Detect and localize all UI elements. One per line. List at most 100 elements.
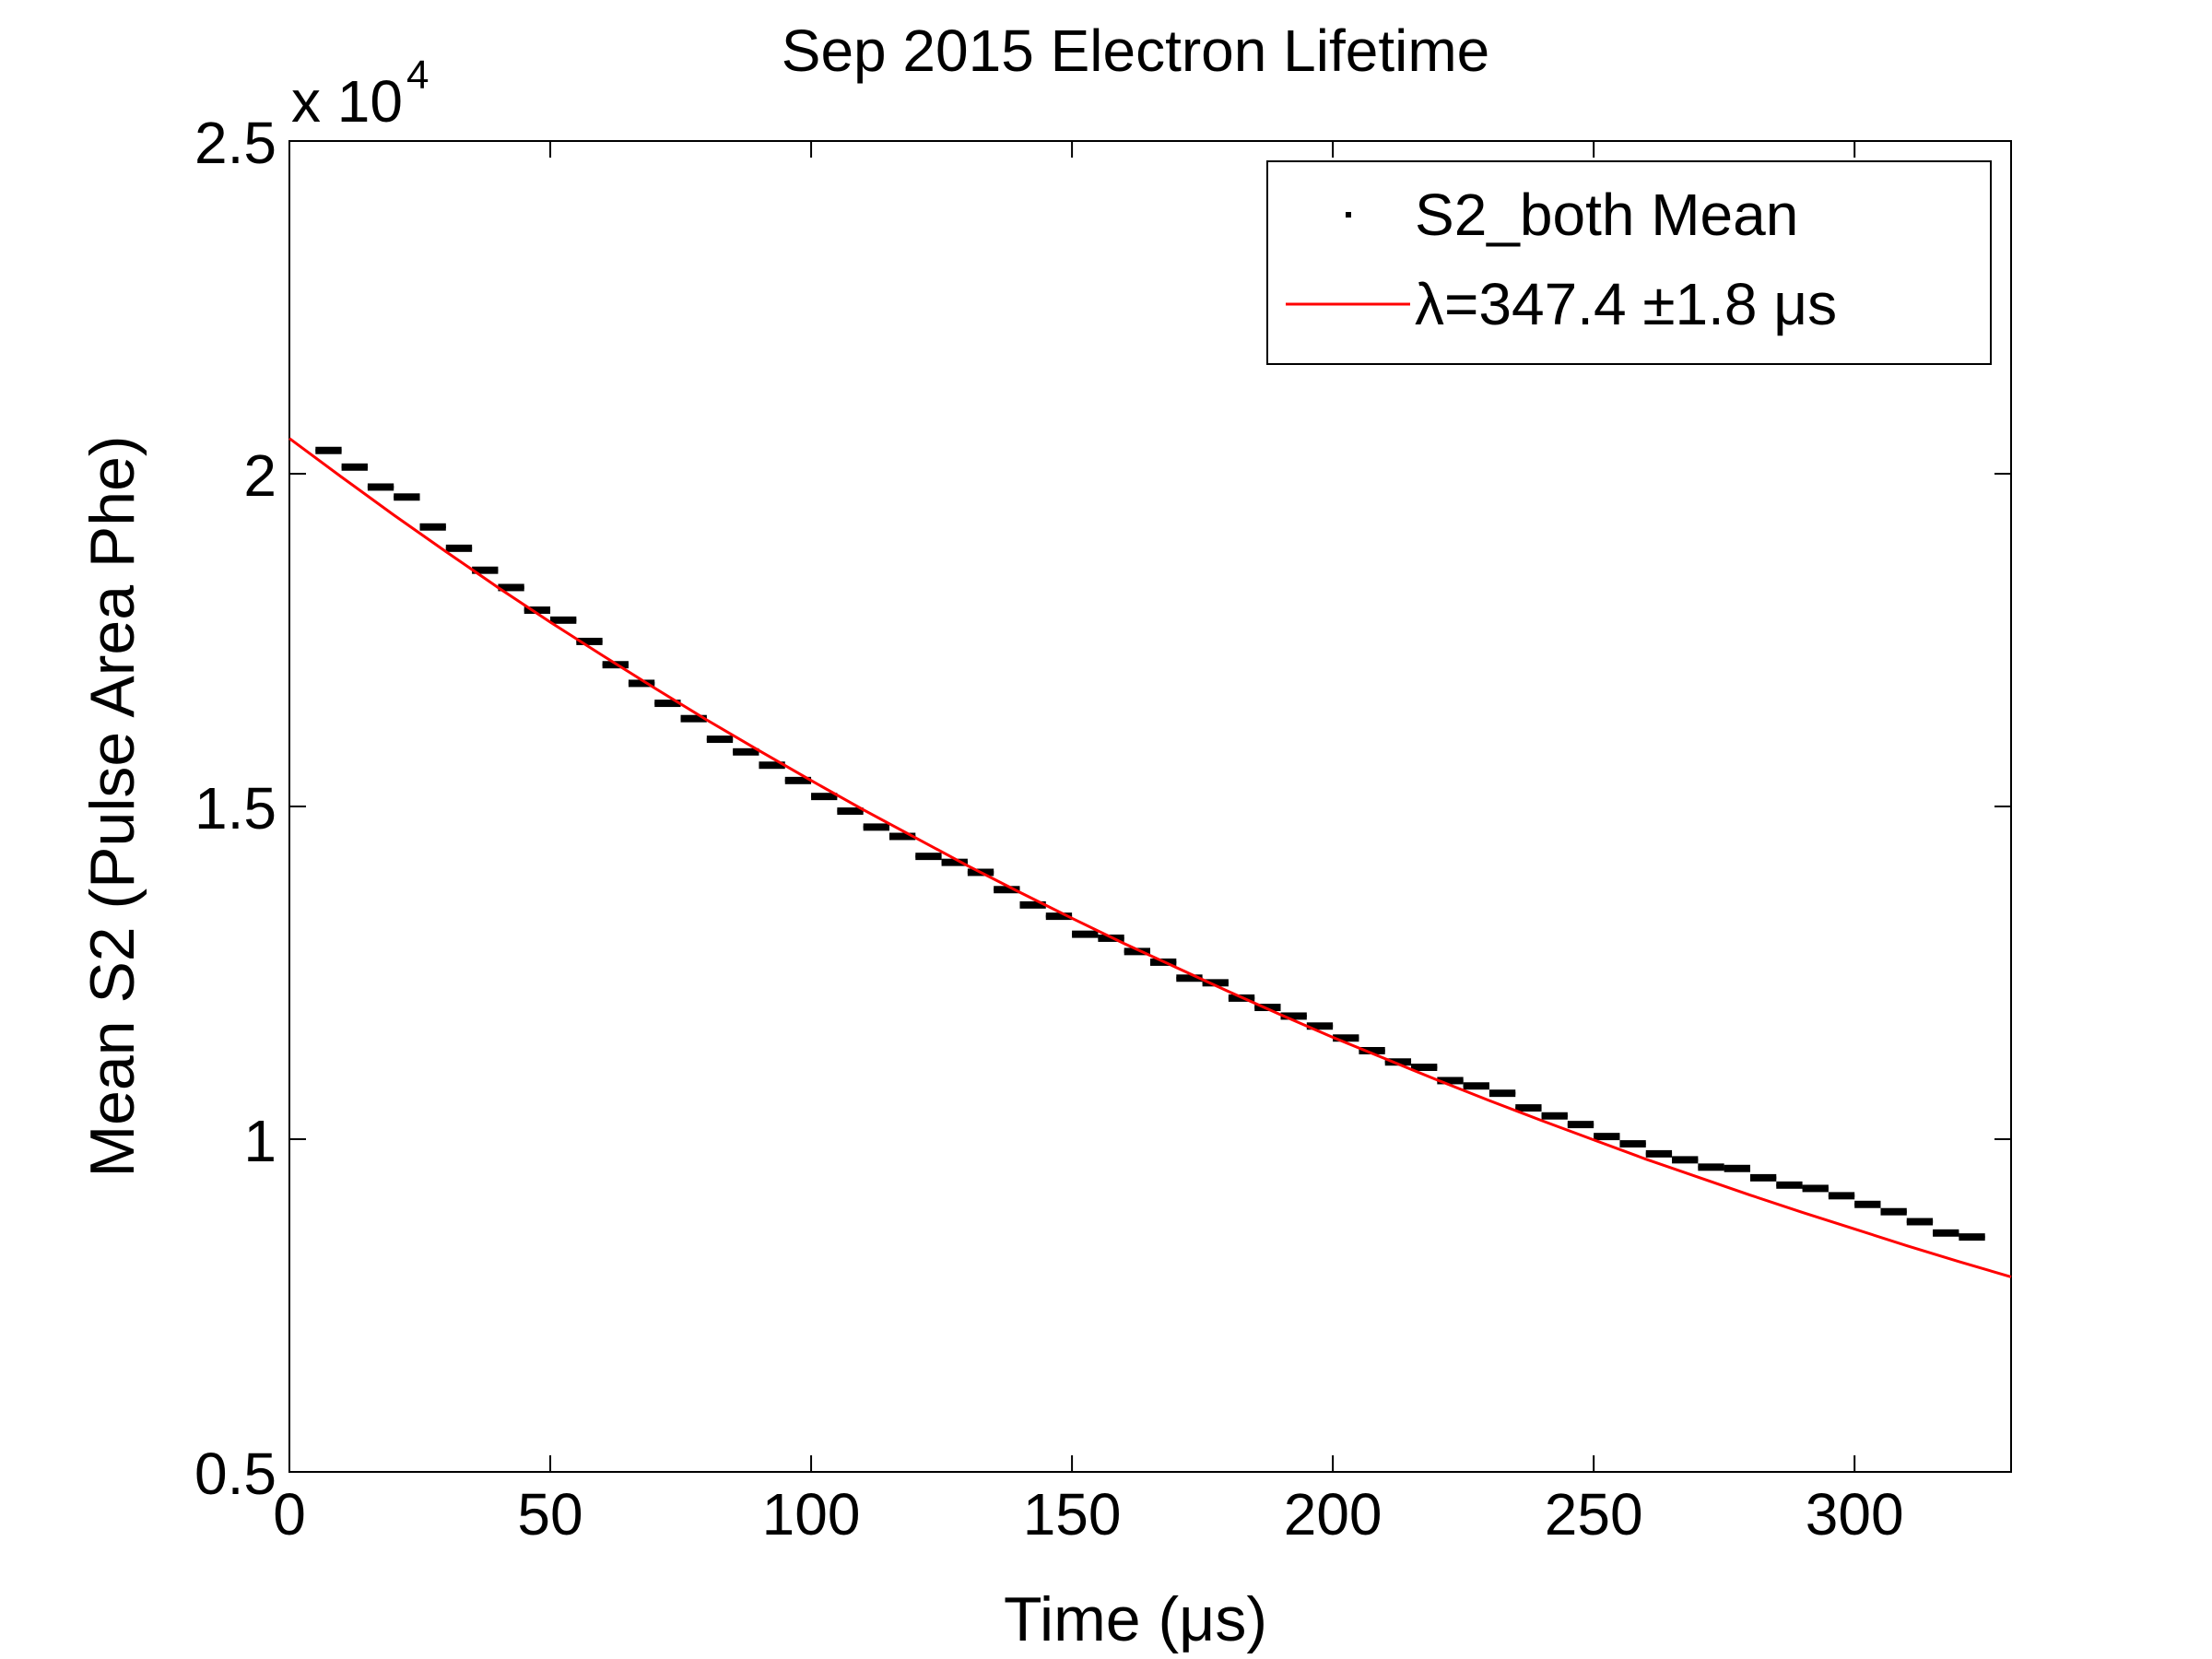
point-marker: [1578, 1122, 1583, 1127]
point-marker: [1604, 1134, 1609, 1139]
data-point: [1749, 1173, 1777, 1182]
legend-data-label: S2_both Mean: [1415, 182, 1798, 248]
data-point: [1411, 1064, 1438, 1071]
x-tick-label: 300: [1806, 1481, 1904, 1547]
point-marker: [1786, 1182, 1792, 1188]
data-point: [1019, 900, 1046, 909]
point-marker: [560, 618, 566, 623]
point-marker: [1343, 1035, 1348, 1041]
x-tick-label: 250: [1545, 1481, 1643, 1547]
point-marker: [1421, 1065, 1427, 1070]
point-marker: [1186, 975, 1192, 981]
y-axis-label: Mean S2 (Pulse Area Phe): [77, 435, 147, 1177]
data-point: [811, 793, 838, 801]
data-point: [315, 446, 342, 454]
y-tick-label: 2: [243, 442, 276, 509]
point-marker: [1630, 1141, 1636, 1147]
data-point: [1567, 1121, 1594, 1129]
data-point: [1880, 1207, 1907, 1216]
data-point: [498, 583, 524, 592]
point-marker: [821, 794, 827, 799]
point-marker: [1839, 1193, 1844, 1198]
point-marker: [1970, 1234, 1975, 1240]
point-marker: [1735, 1166, 1740, 1171]
data-point: [1463, 1082, 1489, 1090]
data-point: [1306, 1022, 1334, 1030]
point-marker: [691, 716, 697, 722]
point-marker: [1030, 902, 1036, 908]
point-marker: [1891, 1209, 1897, 1215]
axis-ticks: [288, 140, 2011, 1473]
data-point: [1959, 1233, 1985, 1241]
point-marker: [404, 494, 409, 500]
data-point: [445, 544, 473, 552]
point-marker: [1291, 1013, 1297, 1018]
point-marker: [586, 639, 592, 644]
point-marker: [770, 762, 775, 768]
point-marker: [1474, 1083, 1479, 1088]
data-point: [706, 735, 734, 744]
data-point: [1906, 1218, 1934, 1226]
x-tick-label: 100: [762, 1481, 861, 1547]
point-marker: [874, 824, 879, 830]
point-marker: [1500, 1090, 1505, 1096]
data-point: [367, 483, 394, 491]
x-tick-label: 50: [517, 1481, 582, 1547]
point-marker: [1004, 887, 1009, 892]
point-marker: [325, 448, 331, 453]
x-tick-label: 200: [1284, 1481, 1382, 1547]
y-axis-exponent-base: x 10: [291, 68, 403, 135]
data-point: [759, 761, 785, 770]
data-point: [1515, 1104, 1542, 1112]
data-point: [1072, 930, 1099, 938]
y-tick-labels: 0.5 1 1.5 2 2.5: [194, 110, 276, 1507]
point-marker: [1552, 1113, 1558, 1119]
point-marker: [743, 749, 748, 755]
point-marker: [1082, 932, 1088, 937]
point-marker: [1865, 1202, 1870, 1207]
legend-data-marker: [1346, 212, 1351, 218]
x-tick-label: 0: [273, 1481, 306, 1547]
data-point: [1802, 1184, 1829, 1193]
point-marker: [1525, 1105, 1531, 1111]
y-axis-exponent: x 104: [291, 53, 429, 135]
data-point: [1541, 1112, 1568, 1120]
legend-box: [1266, 160, 1992, 365]
point-marker: [952, 860, 958, 865]
legend-fit-label: λ=347.4 ±1.8 μs: [1415, 271, 1837, 337]
chart-title: Sep 2015 Electron Lifetime: [782, 18, 1489, 84]
data-point: [1724, 1164, 1750, 1172]
legend: S2_both Mean λ=347.4 ±1.8 μs: [1266, 160, 1992, 365]
point-marker: [1682, 1157, 1688, 1162]
x-axis-label: Time (μs): [1004, 1584, 1267, 1654]
point-marker: [1656, 1151, 1662, 1157]
y-tick-label: 0.5: [194, 1441, 276, 1507]
point-marker: [900, 833, 905, 839]
data-point: [915, 853, 942, 861]
point-marker: [1917, 1219, 1923, 1225]
data-point: [1828, 1192, 1855, 1200]
point-marker: [848, 808, 853, 814]
point-marker: [509, 584, 514, 590]
data-point: [837, 807, 864, 816]
data-point: [733, 747, 759, 756]
data-point: [1672, 1156, 1699, 1164]
y-tick-label: 1.5: [194, 775, 276, 841]
data-point: [1619, 1140, 1646, 1148]
data-point: [1698, 1163, 1724, 1171]
data-point: [472, 566, 499, 574]
point-marker: [378, 484, 383, 489]
y-tick-label: 2.5: [194, 110, 276, 176]
data-point: [784, 776, 812, 784]
point-marker: [456, 546, 462, 551]
data-point: [1854, 1200, 1881, 1208]
point-marker: [1813, 1185, 1818, 1191]
y-tick-label: 1: [243, 1108, 276, 1174]
point-marker: [1317, 1023, 1323, 1029]
point-marker: [430, 524, 436, 530]
point-marker: [1760, 1175, 1766, 1181]
point-marker: [1447, 1077, 1453, 1083]
data-point: [1933, 1229, 1959, 1237]
x-tick-labels: 0 50 100 150 200 250 300: [273, 1481, 1903, 1547]
